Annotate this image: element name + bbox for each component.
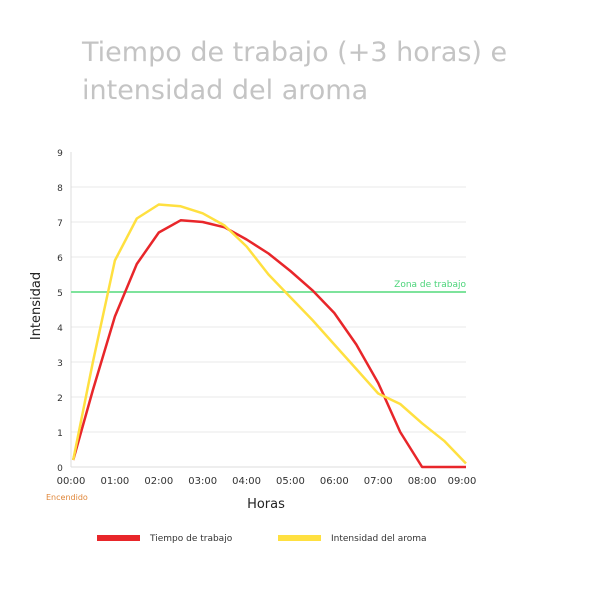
legend-label: Tiempo de trabajo bbox=[149, 534, 233, 544]
y-axis-label: Intensidad bbox=[29, 272, 44, 340]
series-line bbox=[71, 219, 466, 469]
y-tick-label: 0 bbox=[57, 464, 63, 474]
x-tick-label: 04:00 bbox=[232, 476, 261, 487]
chart-title: Tiempo de trabajo (+3 horas) e intensida… bbox=[82, 37, 508, 106]
x-tick-label: 07:00 bbox=[364, 476, 393, 487]
x-tick-label: 05:00 bbox=[276, 476, 305, 487]
x-tick-label: 09:00 bbox=[448, 476, 477, 487]
legend-label: Intensidad del aroma bbox=[331, 534, 427, 544]
x-axis-label: Horas bbox=[247, 497, 285, 512]
x-tick-label: 03:00 bbox=[188, 476, 217, 487]
x-tick-label: 06:00 bbox=[320, 476, 349, 487]
y-tick-label: 2 bbox=[57, 394, 63, 404]
y-tick-label: 3 bbox=[57, 359, 63, 369]
x-tick-label: 02:00 bbox=[144, 476, 173, 487]
reference-line-label: Zona de trabajo bbox=[394, 280, 466, 290]
y-tick-label: 8 bbox=[57, 184, 63, 194]
y-tick-label: 6 bbox=[57, 254, 63, 264]
x-tick-label: 01:00 bbox=[100, 476, 129, 487]
y-tick-label: 4 bbox=[57, 324, 63, 334]
series-line bbox=[71, 203, 467, 465]
x-tick-label: 00:00 bbox=[57, 476, 86, 487]
legend-swatch bbox=[97, 535, 140, 541]
start-label: Encendido bbox=[46, 493, 88, 502]
x-tick-label: 08:00 bbox=[408, 476, 437, 487]
y-tick-label: 5 bbox=[57, 289, 63, 299]
y-tick-label: 7 bbox=[57, 219, 63, 229]
y-tick-label: 9 bbox=[57, 149, 63, 159]
legend-swatch bbox=[278, 535, 321, 541]
y-tick-label: 1 bbox=[57, 429, 63, 439]
